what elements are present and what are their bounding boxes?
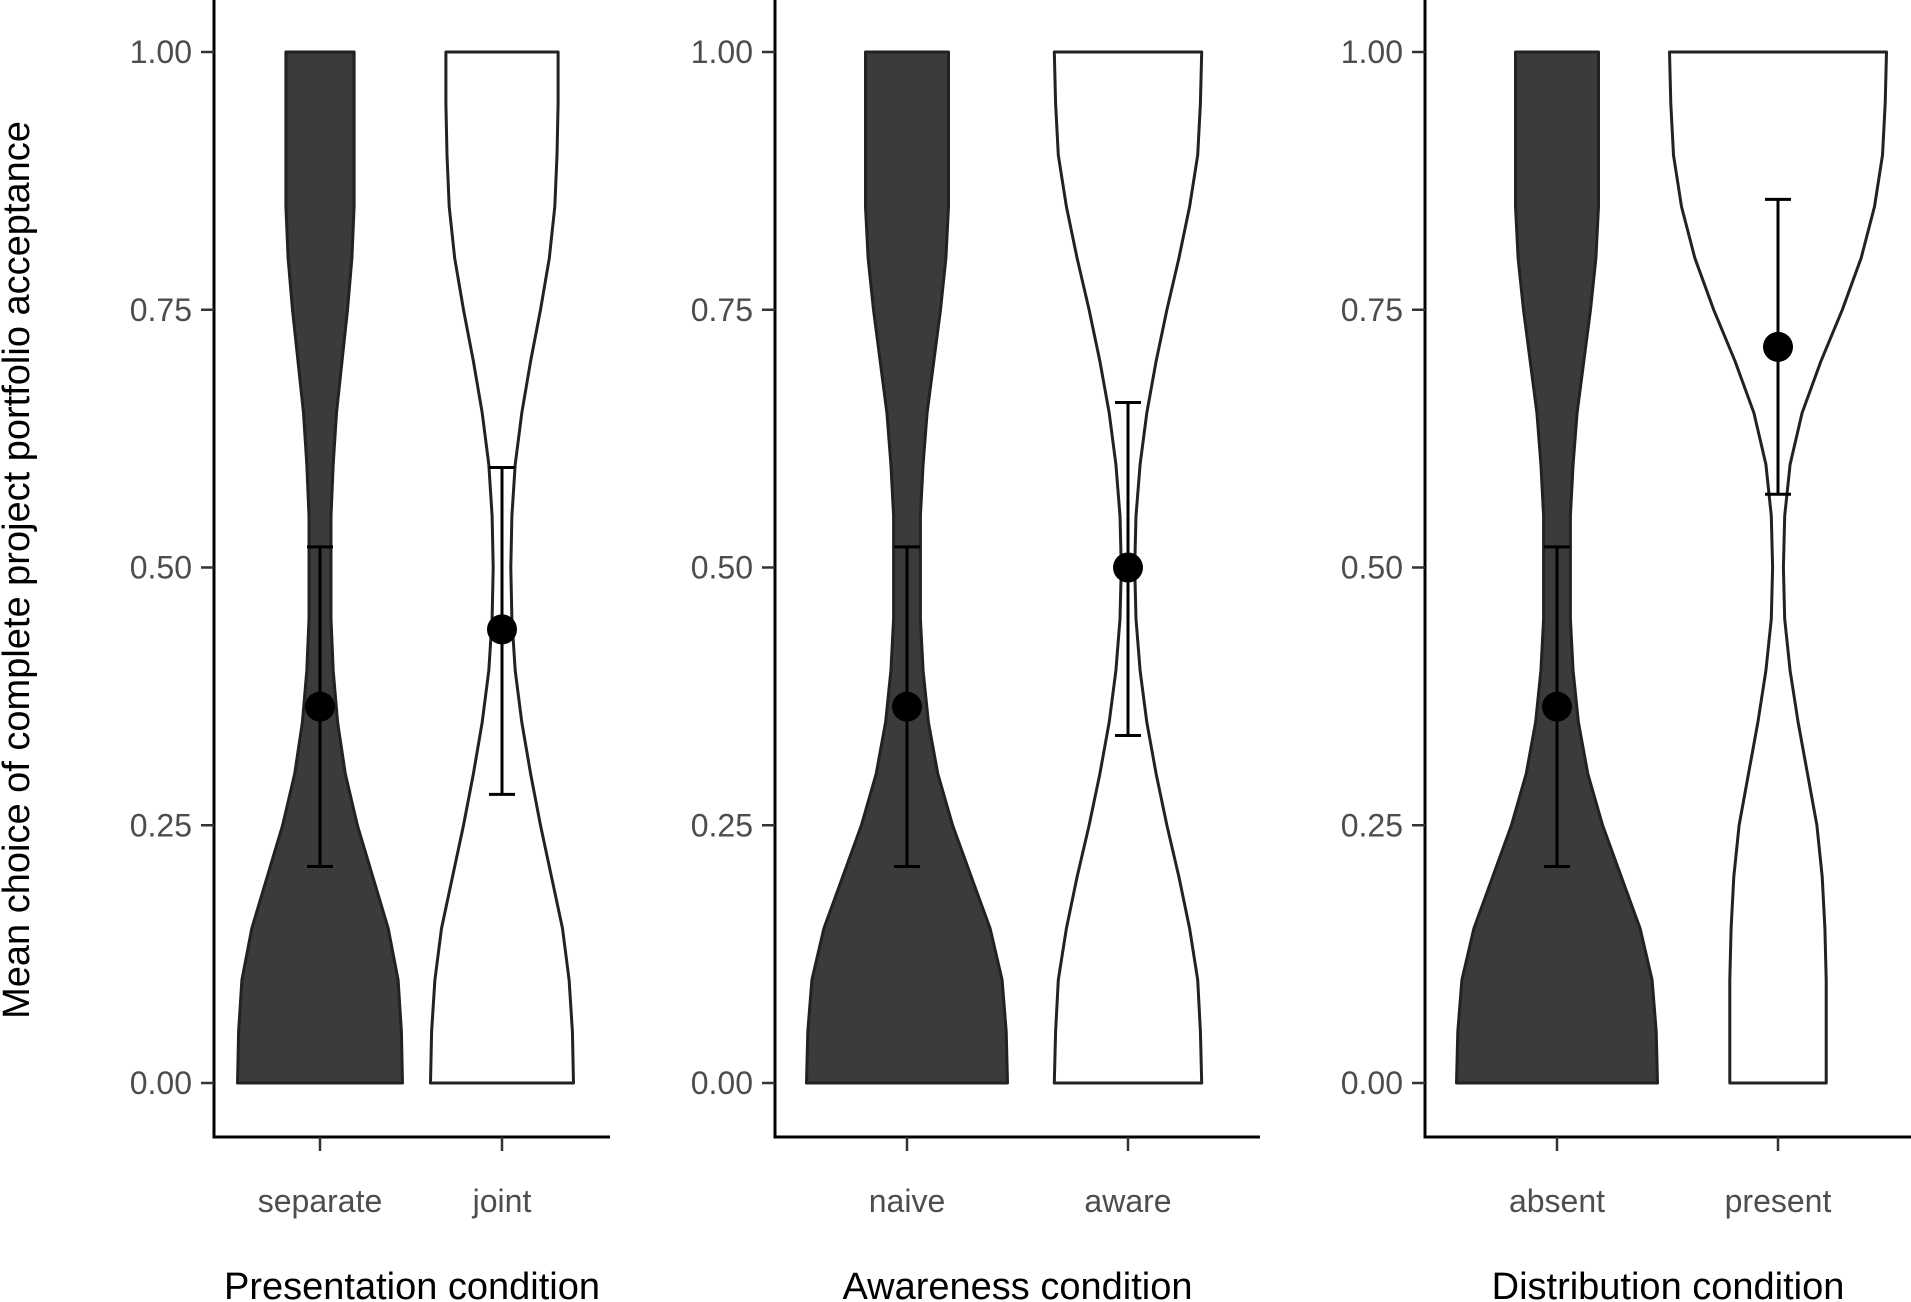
x-tick-label-aware: aware xyxy=(1084,1183,1171,1219)
y-tick-label: 0.50 xyxy=(1341,550,1403,586)
x-tick-label-absent: absent xyxy=(1509,1183,1605,1219)
y-tick-label: 0.00 xyxy=(130,1065,192,1101)
panels-group: 0.00 0.25 0.50 0.75 1.00 separate joint Present… xyxy=(130,0,1911,1302)
panel-2: 0.00 0.25 0.50 0.75 1.00 naive aware Awareness … xyxy=(691,0,1260,1302)
y-tick-label: 0.25 xyxy=(130,807,192,843)
x-tick-label-joint: joint xyxy=(472,1183,532,1219)
y-tick-label: 0.00 xyxy=(691,1065,753,1101)
mean-point-absent xyxy=(1542,691,1572,722)
y-tick-label: 1.00 xyxy=(691,34,753,70)
x-tick-label-naive: naive xyxy=(869,1183,946,1219)
x-tick-label-present: present xyxy=(1725,1183,1832,1219)
mean-point-joint xyxy=(487,614,517,645)
y-tick-label: 0.25 xyxy=(1341,807,1403,843)
y-tick-label: 0.75 xyxy=(691,292,753,328)
x-axis-title: Presentation condition xyxy=(224,1266,600,1302)
mean-point-naive xyxy=(892,691,922,722)
y-tick-label: 0.25 xyxy=(691,807,753,843)
y-axis-title: Mean choice of complete project portfoli… xyxy=(0,121,38,1019)
y-tick-label: 1.00 xyxy=(130,34,192,70)
x-tick-label-separate: separate xyxy=(258,1183,383,1219)
y-tick-label: 0.75 xyxy=(1341,292,1403,328)
violin-present xyxy=(1668,50,1888,1085)
panel-3: 0.00 0.25 0.50 0.75 1.00 absent present Distrib… xyxy=(1341,0,1911,1302)
mean-point-aware xyxy=(1113,552,1143,583)
mean-point-separate xyxy=(305,691,335,722)
y-tick-label: 1.00 xyxy=(1341,34,1403,70)
mean-point-present xyxy=(1763,331,1793,362)
panel-1: 0.00 0.25 0.50 0.75 1.00 separate joint Present… xyxy=(130,0,610,1302)
x-axis-title: Awareness condition xyxy=(843,1266,1193,1302)
y-tick-label: 0.50 xyxy=(691,550,753,586)
x-axis-title: Distribution condition xyxy=(1492,1266,1845,1302)
y-tick-label: 0.00 xyxy=(1341,1065,1403,1101)
y-tick-label: 0.50 xyxy=(130,550,192,586)
y-tick-label: 0.75 xyxy=(130,292,192,328)
